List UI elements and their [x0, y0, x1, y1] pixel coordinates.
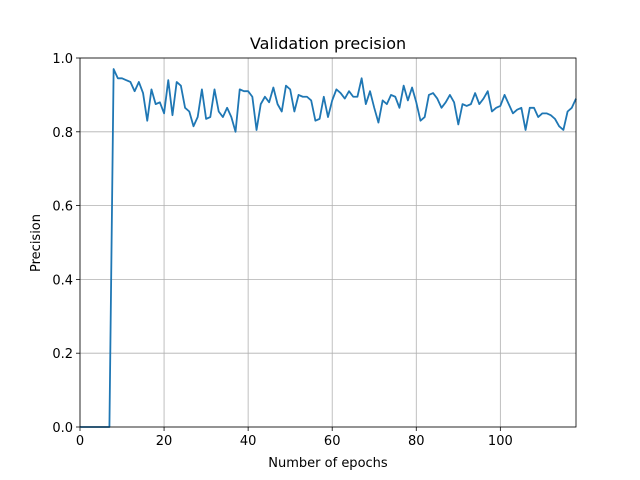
x-axis-label: Number of epochs: [268, 456, 388, 471]
y-tick-label: 0.4: [52, 273, 73, 288]
y-tick-label: 0.0: [52, 421, 73, 436]
x-tick-label: 0: [76, 434, 84, 449]
plot-area-frame: [79, 57, 577, 428]
tick-labels: 0 20 40 60 80 100 0.0 0.2 0.4 0.6 0.8 1.0: [52, 52, 512, 449]
y-axis-label: Precision: [29, 214, 44, 272]
x-tick-label: 60: [324, 434, 341, 449]
y-tick-label: 1.0: [52, 52, 73, 67]
y-tick-label: 0.8: [52, 126, 73, 141]
chart-title: Validation precision: [250, 34, 406, 53]
y-tick-label: 0.2: [52, 347, 73, 362]
x-tick-label: 40: [240, 434, 257, 449]
x-tick-label: 20: [156, 434, 173, 449]
x-tick-label: 100: [488, 434, 513, 449]
x-tick-label: 80: [408, 434, 425, 449]
precision-series-line: [80, 68, 577, 428]
y-tick-label: 0.6: [52, 200, 73, 215]
axis-ticks: [76, 57, 501, 431]
